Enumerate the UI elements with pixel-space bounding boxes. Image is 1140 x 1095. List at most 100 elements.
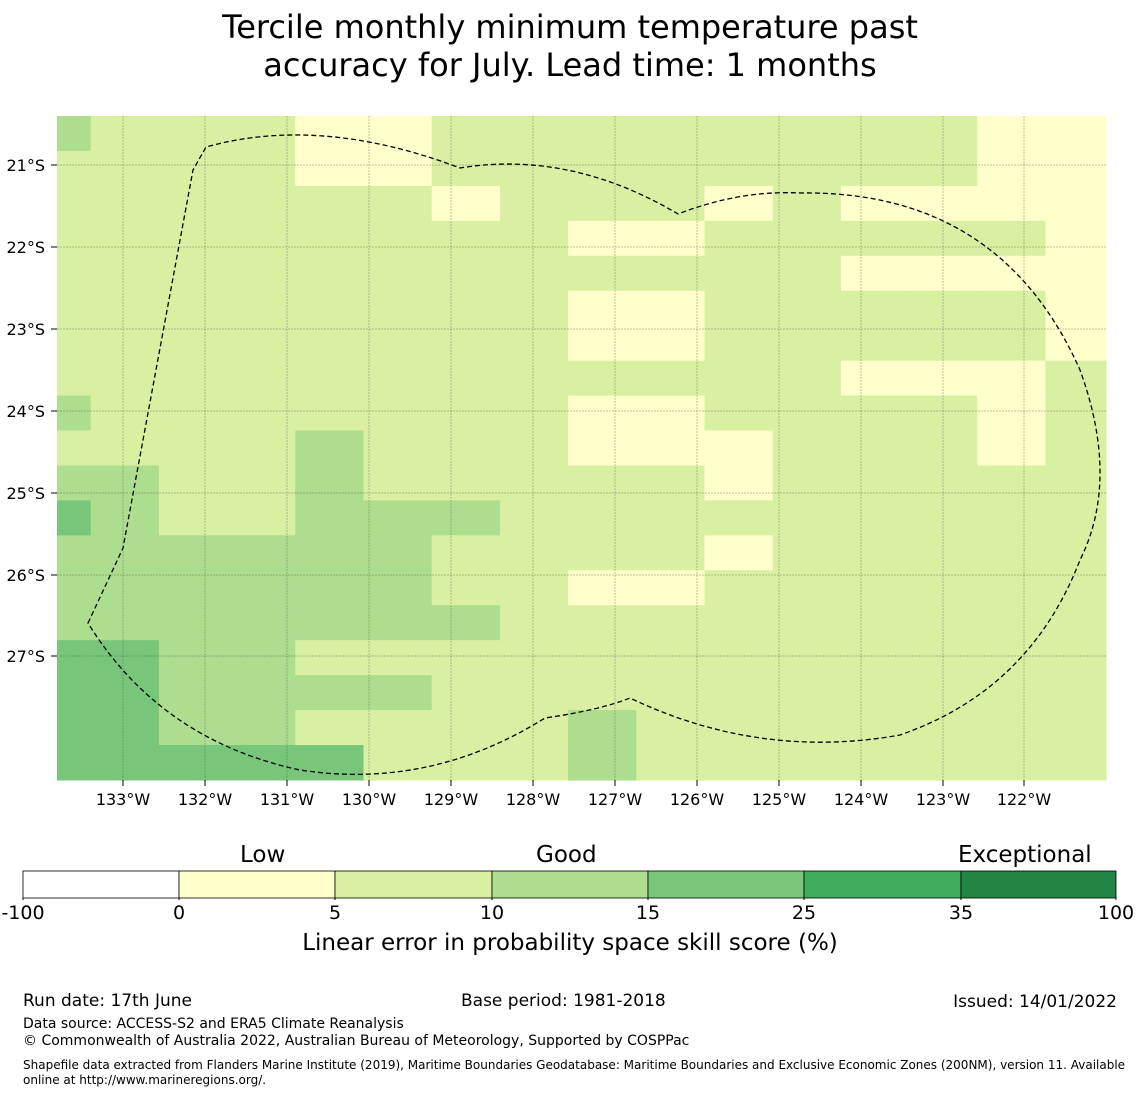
skill-cell (568, 395, 637, 432)
skill-cell (90, 675, 160, 711)
skill-cell (363, 290, 433, 327)
skill-cell (772, 360, 842, 397)
shapefile-credit-line-2: online at http://www.marineregions.org/. (23, 1073, 267, 1087)
skill-cell (704, 430, 774, 466)
skill-cell (363, 465, 433, 501)
longitude-labels: 133°W 132°W 131°W 130°W 129°W 128°W 127°W 126°W… (96, 790, 1052, 809)
skill-cell (227, 185, 296, 222)
skill-cell (772, 465, 842, 501)
skill-cell (840, 185, 910, 222)
skill-cell (909, 185, 978, 222)
skill-cell (363, 116, 433, 152)
skill-cell (1045, 220, 1107, 257)
skill-cell (90, 745, 160, 781)
skill-cell (568, 255, 637, 292)
skill-cell (158, 290, 228, 327)
skill-cell (636, 395, 705, 432)
skill-cell (704, 640, 774, 676)
skill-cell (1045, 710, 1107, 746)
skill-cell (227, 430, 296, 466)
skill-cell (57, 395, 92, 432)
skill-cell (977, 220, 1046, 257)
skill-cell (431, 500, 501, 536)
skill-cell (772, 430, 842, 466)
skill-cell (57, 185, 92, 222)
skill-cell (840, 570, 910, 606)
skill-cell (977, 360, 1046, 397)
skill-cell (57, 500, 92, 536)
skill-cell (90, 290, 160, 327)
skill-cell (909, 535, 978, 571)
skill-cell (90, 220, 160, 257)
skill-cell (363, 605, 433, 641)
skill-cell (1045, 395, 1107, 432)
colorbar-tick-label: 100 (1097, 902, 1135, 924)
skill-cell (499, 395, 569, 432)
latitude-label: 27°S (6, 647, 45, 666)
skill-cell (227, 745, 296, 781)
skill-cell (909, 500, 978, 536)
skill-cell (772, 675, 842, 711)
skill-cell (90, 255, 160, 292)
skill-cell (636, 360, 705, 397)
skill-cell (977, 640, 1046, 676)
skill-cell (158, 360, 228, 397)
skill-cell (57, 150, 92, 187)
skill-cell (90, 570, 160, 606)
skill-cell (57, 640, 92, 676)
skill-cell (977, 430, 1046, 466)
latitude-label: 26°S (6, 566, 45, 585)
skill-cell (295, 290, 364, 327)
skill-cell (363, 185, 433, 222)
skill-cell (772, 116, 842, 152)
skill-cell (568, 220, 637, 257)
colorbar-category-good: Good (536, 842, 597, 868)
skill-cell (977, 500, 1046, 536)
skill-cell (1045, 570, 1107, 606)
skill-cell (363, 255, 433, 292)
skill-cell (1045, 116, 1107, 152)
colorbar-swatches (22, 870, 1117, 900)
longitude-label: 128°W (506, 790, 561, 809)
skill-cell (568, 325, 637, 362)
skill-cell (772, 395, 842, 432)
skill-cell (772, 710, 842, 746)
skill-cell (636, 290, 705, 327)
skill-cell (1045, 290, 1107, 327)
base-period: Base period: 1981-2018 (461, 991, 666, 1011)
skill-cell (57, 570, 92, 606)
colorbar-swatch (491, 870, 649, 899)
skill-cell (90, 500, 160, 536)
skill-cell (499, 675, 569, 711)
skill-cell (158, 395, 228, 432)
skill-cell (158, 500, 228, 536)
skill-cell (363, 710, 433, 746)
skill-cell (636, 535, 705, 571)
skill-cell (499, 640, 569, 676)
skill-cell (227, 605, 296, 641)
skill-cell (909, 640, 978, 676)
skill-cell (840, 500, 910, 536)
skill-cell (977, 395, 1046, 432)
skill-cell (704, 710, 774, 746)
longitude-label: 125°W (752, 790, 807, 809)
skill-cell (90, 640, 160, 676)
skill-cell (704, 255, 774, 292)
skill-cell (295, 605, 364, 641)
skill-cell (909, 570, 978, 606)
colorbar-category-exceptional: Exceptional (958, 842, 1092, 868)
skill-cell (704, 465, 774, 501)
skill-cell (704, 605, 774, 641)
latitude-label: 21°S (6, 156, 45, 175)
skill-cell (568, 675, 637, 711)
skill-cell (568, 290, 637, 327)
skill-cell (90, 325, 160, 362)
colorbar-category-low: Low (240, 842, 286, 868)
skill-cell (363, 360, 433, 397)
skill-cell (431, 220, 501, 257)
skill-cell (90, 150, 160, 187)
skill-cell (363, 150, 433, 187)
skill-cell (227, 360, 296, 397)
skill-cell (295, 185, 364, 222)
skill-cell (431, 675, 501, 711)
